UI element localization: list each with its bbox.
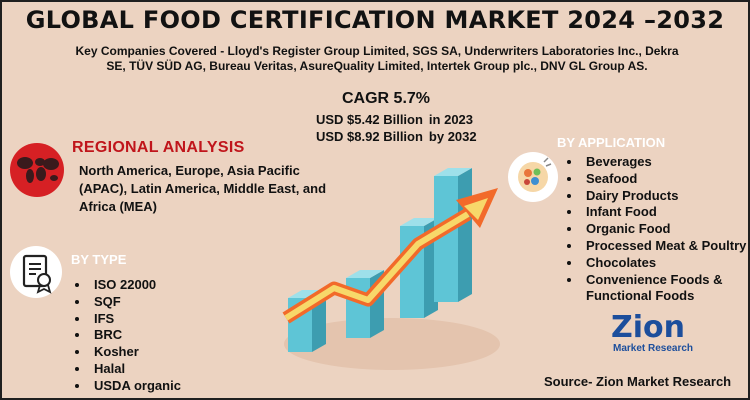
list-item: Halal bbox=[90, 361, 181, 378]
by-type-list: ISO 22000 SQF IFS BRC Kosher Halal USDA … bbox=[72, 277, 181, 395]
market-value-year: by 2032 bbox=[428, 129, 477, 144]
zion-logo: Zion Market Research bbox=[611, 310, 693, 354]
key-companies-line-1: Key Companies Covered - Lloyd's Register… bbox=[75, 44, 679, 58]
certificate-document-icon bbox=[10, 246, 62, 298]
list-item: Infant Food bbox=[582, 204, 750, 221]
list-item: USDA organic bbox=[90, 378, 181, 395]
market-value-2032: USD $8.92 Billion by 2032 bbox=[316, 129, 477, 144]
world-map-icon bbox=[10, 143, 64, 197]
by-application-list: Beverages Seafood Dairy Products Infant … bbox=[564, 154, 750, 305]
logo-name: Zion bbox=[611, 310, 685, 345]
regional-analysis-text: North America, Europe, Asia Pacific (APA… bbox=[79, 163, 327, 214]
list-item: Seafood bbox=[582, 171, 750, 188]
list-item: Chocolates bbox=[582, 255, 750, 272]
list-item: Dairy Products bbox=[582, 188, 750, 205]
list-item: IFS bbox=[90, 311, 181, 328]
list-item: Kosher bbox=[90, 344, 181, 361]
market-value-year: in 2023 bbox=[428, 112, 474, 127]
list-item: ISO 22000 bbox=[90, 277, 181, 294]
source-label: Source- Zion Market Research bbox=[544, 374, 732, 389]
growth-arrow bbox=[282, 188, 498, 324]
regional-analysis-title: REGIONAL ANALYSIS bbox=[72, 139, 245, 156]
list-item: SQF bbox=[90, 294, 181, 311]
list-item: Convenience Foods & Functional Foods bbox=[582, 272, 750, 306]
key-companies: Key Companies Covered - Lloyd's Register… bbox=[72, 44, 682, 74]
list-item: Organic Food bbox=[582, 221, 750, 238]
cagr-value: CAGR 5.7% bbox=[342, 90, 431, 107]
market-value-amount: USD $8.92 Billion bbox=[316, 129, 423, 144]
list-item: BRC bbox=[90, 327, 181, 344]
logo-subtitle: Market Research bbox=[613, 343, 693, 354]
market-value-amount: USD $5.42 Billion bbox=[316, 112, 423, 127]
market-value-2023: USD $5.42 Billion in 2023 bbox=[316, 112, 473, 127]
list-item: Processed Meat & Poultry bbox=[582, 238, 750, 255]
by-application-title: BY APPLICATION bbox=[557, 135, 666, 150]
growth-chart-illustration bbox=[282, 168, 500, 370]
food-plate-icon bbox=[508, 152, 558, 202]
page-title: GLOBAL FOOD CERTIFICATION MARKET 2024 –2… bbox=[25, 6, 725, 34]
key-companies-line-2: SE, TÜV SÜD AG, Bureau Veritas, AsureQua… bbox=[106, 59, 648, 73]
list-item: Beverages bbox=[582, 154, 750, 171]
by-type-title: BY TYPE bbox=[71, 252, 127, 267]
